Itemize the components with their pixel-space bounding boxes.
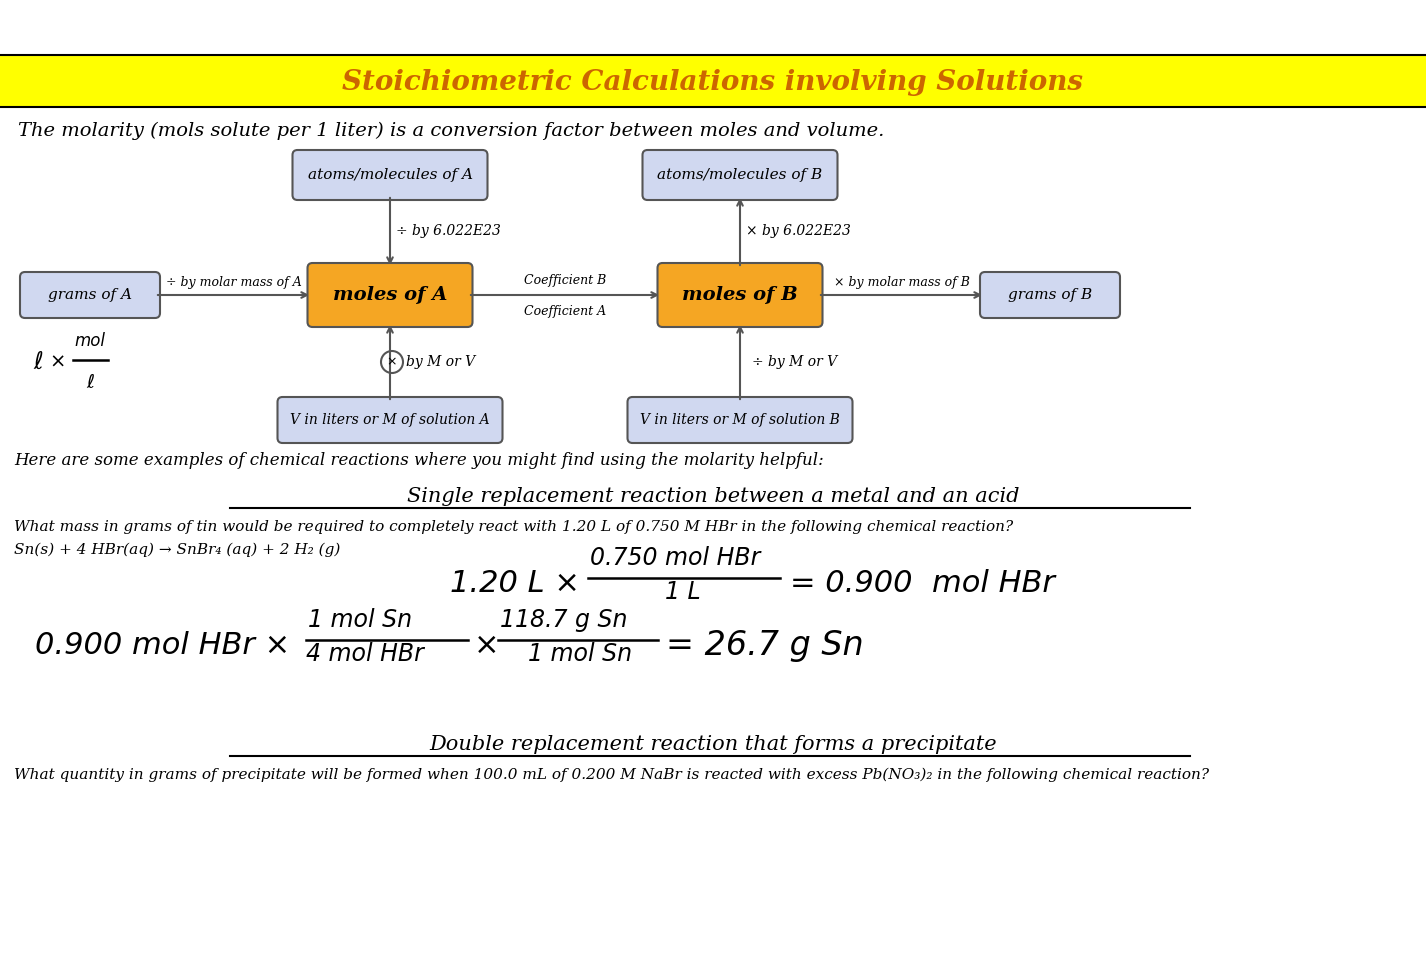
Text: moles of B: moles of B bbox=[682, 286, 799, 304]
FancyBboxPatch shape bbox=[980, 272, 1119, 318]
Text: 1.20 L ×: 1.20 L × bbox=[451, 568, 580, 597]
Text: moles of A: moles of A bbox=[332, 286, 448, 304]
Text: What quantity in grams of precipitate will be formed when 100.0 mL of 0.200 M Na: What quantity in grams of precipitate wi… bbox=[14, 768, 1209, 782]
FancyBboxPatch shape bbox=[308, 263, 472, 327]
FancyBboxPatch shape bbox=[643, 150, 837, 200]
Text: = 26.7 g Sn: = 26.7 g Sn bbox=[666, 629, 864, 661]
Text: Stoichiometric Calculations involving Solutions: Stoichiometric Calculations involving So… bbox=[342, 68, 1084, 95]
Text: × by molar mass of B: × by molar mass of B bbox=[834, 276, 970, 289]
Text: Double replacement reaction that forms a precipitate: Double replacement reaction that forms a… bbox=[429, 735, 997, 755]
Text: ÷ by molar mass of A: ÷ by molar mass of A bbox=[165, 276, 301, 289]
Text: grams of A: grams of A bbox=[48, 288, 133, 302]
Text: 1 mol Sn: 1 mol Sn bbox=[308, 608, 412, 632]
Text: ÷ by M or V: ÷ by M or V bbox=[752, 355, 837, 369]
Text: 0.900 mol HBr ×: 0.900 mol HBr × bbox=[36, 631, 289, 660]
Text: by M or V: by M or V bbox=[406, 355, 475, 369]
Text: What mass in grams of tin would be required to completely react with 1.20 L of 0: What mass in grams of tin would be requi… bbox=[14, 520, 1012, 534]
Text: 118.7 g Sn: 118.7 g Sn bbox=[501, 608, 627, 632]
Text: atoms/molecules of B: atoms/molecules of B bbox=[657, 168, 823, 182]
Text: Sn(s) + 4 HBr(aq) → SnBr₄ (aq) + 2 H₂ (g): Sn(s) + 4 HBr(aq) → SnBr₄ (aq) + 2 H₂ (g… bbox=[14, 543, 341, 558]
FancyBboxPatch shape bbox=[292, 150, 488, 200]
FancyBboxPatch shape bbox=[657, 263, 823, 327]
Text: Coefficient B: Coefficient B bbox=[523, 274, 606, 287]
Text: atoms/molecules of A: atoms/molecules of A bbox=[308, 168, 472, 182]
Text: mol: mol bbox=[74, 332, 106, 350]
Text: 0.750 mol HBr: 0.750 mol HBr bbox=[590, 546, 760, 570]
Text: ÷ by 6.022E23: ÷ by 6.022E23 bbox=[396, 225, 501, 238]
Text: = 0.900  mol HBr: = 0.900 mol HBr bbox=[790, 568, 1055, 597]
Text: V in liters or M of solution A: V in liters or M of solution A bbox=[289, 413, 489, 427]
Text: 1 L: 1 L bbox=[665, 580, 700, 604]
Text: ℓ: ℓ bbox=[86, 373, 94, 392]
Text: grams of B: grams of B bbox=[1008, 288, 1092, 302]
Text: ×: × bbox=[50, 352, 66, 372]
Text: Coefficient A: Coefficient A bbox=[523, 305, 606, 318]
Text: × by 6.022E23: × by 6.022E23 bbox=[746, 225, 851, 238]
Text: Here are some examples of chemical reactions where you might find using the mola: Here are some examples of chemical react… bbox=[14, 452, 824, 469]
Text: ×: × bbox=[386, 355, 398, 369]
Text: V in liters or M of solution B: V in liters or M of solution B bbox=[640, 413, 840, 427]
Text: 4 mol HBr: 4 mol HBr bbox=[307, 642, 424, 666]
FancyBboxPatch shape bbox=[0, 55, 1426, 107]
FancyBboxPatch shape bbox=[627, 397, 853, 443]
Text: Single replacement reaction between a metal and an acid: Single replacement reaction between a me… bbox=[406, 488, 1020, 507]
Text: ℓ: ℓ bbox=[33, 350, 43, 374]
Text: 1 mol Sn: 1 mol Sn bbox=[528, 642, 632, 666]
Text: ×: × bbox=[473, 631, 499, 660]
FancyBboxPatch shape bbox=[278, 397, 502, 443]
Text: The molarity (mols solute per 1 liter) is a conversion factor between moles and : The molarity (mols solute per 1 liter) i… bbox=[19, 122, 884, 140]
FancyBboxPatch shape bbox=[20, 272, 160, 318]
